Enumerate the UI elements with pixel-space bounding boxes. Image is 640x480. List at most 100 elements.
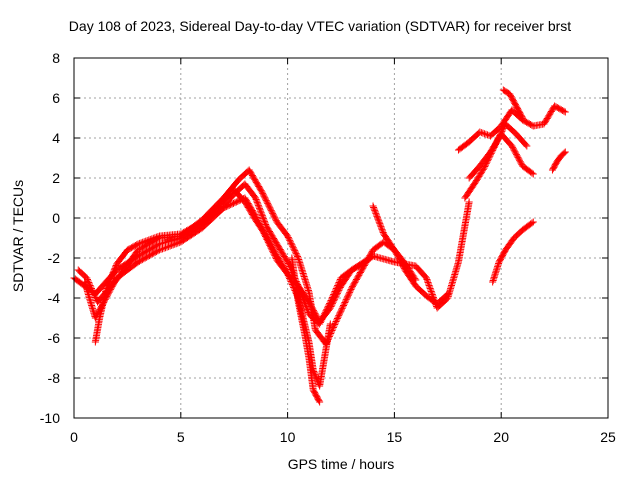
data-point: [492, 141, 500, 149]
data-point: [229, 199, 237, 207]
data-point: [255, 204, 263, 212]
data-point: [291, 247, 299, 255]
data-point: [180, 228, 188, 236]
data-point: [494, 136, 502, 144]
data-point: [428, 289, 436, 297]
data-point: [560, 107, 568, 115]
data-point: [512, 149, 520, 157]
data-point: [343, 294, 351, 302]
data-point: [377, 224, 385, 232]
data-point: [158, 245, 166, 253]
data-point: [145, 246, 153, 254]
data-point: [259, 189, 267, 197]
data-point: [143, 253, 151, 261]
data-point: [182, 227, 190, 235]
data-point: [286, 236, 294, 244]
data-point: [517, 159, 525, 167]
data-point: [374, 214, 382, 222]
data-point: [368, 253, 376, 261]
data-point: [172, 240, 180, 248]
data-point: [465, 198, 473, 206]
data-point: [371, 206, 379, 214]
data-point: [254, 200, 262, 208]
data-point: [148, 250, 156, 258]
data-point: [228, 200, 236, 208]
data-point: [144, 252, 152, 260]
data-point: [224, 202, 232, 210]
data-point: [444, 290, 452, 298]
data-point: [294, 253, 302, 261]
data-point: [513, 152, 521, 160]
data-point: [187, 224, 195, 232]
data-point: [151, 248, 159, 256]
data-point: [181, 228, 189, 236]
data-point: [269, 209, 277, 217]
data-point: [484, 157, 492, 165]
data-point: [222, 203, 230, 211]
x-tick-label: 25: [600, 429, 616, 445]
data-point: [133, 241, 141, 249]
data-point: [510, 146, 518, 154]
data-point: [263, 198, 271, 206]
data-point: [194, 220, 202, 228]
data-point: [268, 243, 276, 251]
data-point: [102, 286, 110, 294]
data-point: [334, 288, 342, 296]
data-point: [136, 239, 144, 247]
data-point: [329, 298, 337, 306]
data-point: [512, 151, 520, 159]
data-point: [375, 218, 383, 226]
data-point: [269, 211, 277, 219]
chart-title: Day 108 of 2023, Sidereal Day-to-day VTE…: [68, 18, 572, 34]
data-point: [184, 226, 192, 234]
data-point: [252, 194, 260, 202]
data-point: [346, 287, 354, 295]
data-point: [370, 205, 378, 213]
data-point: [105, 279, 113, 287]
data-point: [336, 285, 344, 293]
data-point: [260, 216, 268, 224]
data-point: [253, 198, 261, 206]
data-point: [175, 239, 183, 247]
data-point: [373, 212, 381, 220]
data-point: [109, 270, 117, 278]
data-point: [561, 148, 569, 156]
data-point: [372, 211, 380, 219]
y-tick-label: 4: [52, 130, 60, 146]
data-point: [261, 219, 269, 227]
data-point: [220, 204, 228, 212]
data-point: [192, 221, 200, 229]
data-point: [490, 143, 498, 151]
data-point: [334, 313, 342, 321]
data-point: [227, 201, 235, 209]
data-point: [168, 241, 176, 249]
data-point: [108, 283, 116, 291]
x-tick-label: 20: [493, 429, 509, 445]
data-point: [476, 128, 484, 136]
data-point: [271, 214, 279, 222]
data-point: [225, 201, 233, 209]
data-point: [529, 218, 537, 226]
data-point: [285, 235, 293, 243]
x-tick-label: 0: [70, 429, 78, 445]
data-point: [284, 232, 292, 240]
y-tick-label: 6: [52, 90, 60, 106]
data-point: [153, 242, 161, 250]
data-point: [264, 235, 272, 243]
data-point: [284, 260, 292, 267]
data-point: [336, 309, 344, 317]
data-point: [425, 282, 433, 289]
data-point: [108, 272, 116, 280]
data-point: [340, 301, 348, 309]
data-point: [258, 212, 266, 220]
data-point: [83, 274, 91, 282]
data-point: [315, 397, 323, 405]
data-point: [265, 236, 273, 244]
data-point: [479, 129, 487, 137]
data-point: [195, 220, 203, 228]
data-point: [496, 132, 504, 140]
data-point: [134, 240, 142, 248]
data-point: [561, 108, 569, 116]
data-point: [484, 155, 492, 163]
data-point: [496, 130, 504, 138]
